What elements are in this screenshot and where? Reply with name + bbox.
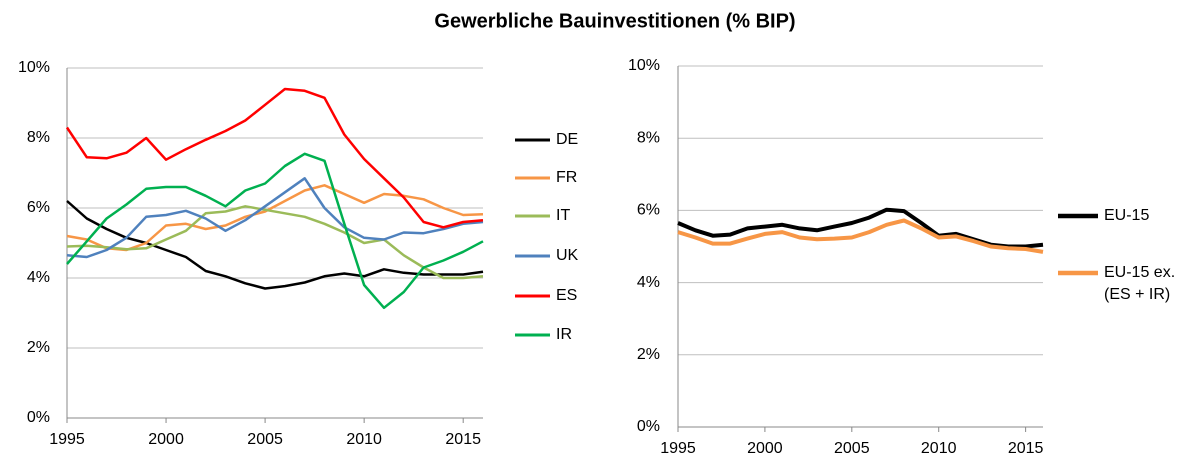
data-line <box>66 200 484 290</box>
legend-label: IR <box>556 326 572 343</box>
x-tick-label: 2010 <box>346 431 382 448</box>
x-tick-label: 2015 <box>445 431 481 448</box>
legend-label: EU-15 ex. (ES + IR) <box>1104 264 1176 303</box>
chart-title: Gewerbliche Bauinvestitionen (% BIP) <box>434 10 795 32</box>
y-tick-label: 10% <box>628 57 660 74</box>
y-tick-label: 4% <box>637 274 660 291</box>
legend-label: DE <box>556 131 579 148</box>
legend-label: ES <box>556 287 578 304</box>
data-line <box>66 184 484 252</box>
x-tick-label: 1995 <box>660 440 696 457</box>
y-tick-label: 2% <box>637 346 660 363</box>
legend-label: IT <box>556 207 571 224</box>
data-line <box>66 152 484 310</box>
y-tick-label: 2% <box>27 339 50 356</box>
x-tick-label: 2005 <box>247 431 283 448</box>
y-tick-label: 10% <box>18 59 50 76</box>
legend-label: EU-15 <box>1104 207 1150 224</box>
y-tick-label: 8% <box>27 129 50 146</box>
data-line <box>66 205 484 280</box>
y-tick-label: 0% <box>637 418 660 435</box>
y-tick-label: 6% <box>27 199 50 216</box>
data-line <box>66 177 484 259</box>
legend-label: FR <box>556 169 578 186</box>
x-tick-label: 2000 <box>148 431 184 448</box>
legend-label: UK <box>556 247 579 264</box>
x-tick-label: 2005 <box>834 440 870 457</box>
x-tick-label: 1995 <box>49 431 85 448</box>
x-tick-label: 2010 <box>921 440 957 457</box>
y-tick-label: 4% <box>27 269 50 286</box>
y-tick-label: 8% <box>637 129 660 146</box>
x-tick-label: 2000 <box>747 440 783 457</box>
x-tick-label: 2015 <box>1008 440 1044 457</box>
data-line <box>677 218 1044 254</box>
y-tick-label: 0% <box>27 409 50 426</box>
data-line <box>65 87 484 229</box>
y-tick-label: 6% <box>637 202 660 219</box>
